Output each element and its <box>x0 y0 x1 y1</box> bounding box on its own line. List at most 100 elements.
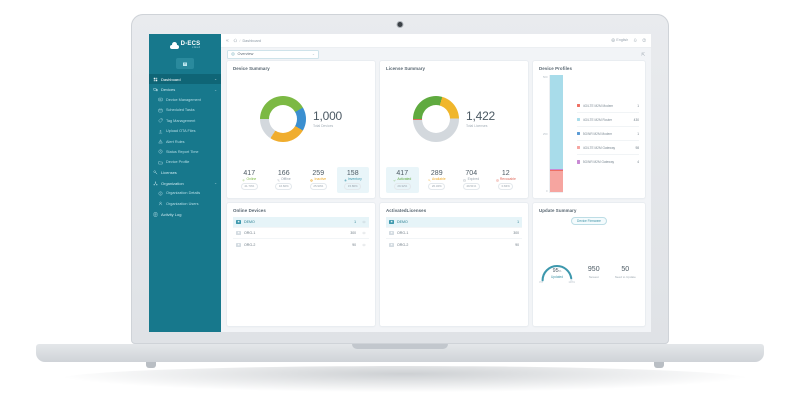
list-item[interactable]: ORG-1 300 <box>233 228 369 239</box>
sidebar-item-status-report-time[interactable]: Status Report Time <box>149 147 221 157</box>
laptop-lid: D-ECS cloud Dashboard ⌄ Devices ⌄ Device Man… <box>131 14 669 344</box>
log-icon <box>153 212 158 217</box>
user-avatar-icon <box>642 38 646 43</box>
sidebar-item-dashboard[interactable]: Dashboard ⌄ <box>149 74 221 85</box>
sidebar-item-upload-ota-files[interactable]: Upload OTA Files <box>149 126 221 136</box>
license-summary-card: License Summary 1,422 Total Licenses 417… <box>380 61 528 198</box>
account-button[interactable] <box>642 38 646 43</box>
brand-name: D-ECS <box>180 41 201 48</box>
stat-offline[interactable]: 166 Offline 16.60% <box>268 167 301 193</box>
brand-logo[interactable]: D-ECS cloud <box>149 37 221 54</box>
org-switcher-button[interactable] <box>176 58 194 69</box>
sidebar-item-organization[interactable]: Organization ⌄ <box>149 178 221 188</box>
sidebar-item-organization-users[interactable]: Organization Users <box>149 199 221 209</box>
sidebar-item-device-profile[interactable]: Device Profile <box>149 157 221 167</box>
org-icon <box>236 220 241 224</box>
legend-item[interactable]: 4G/LTE M2M Modem 1 <box>577 99 639 113</box>
donut-ring <box>412 96 459 143</box>
dashboard-grid: Device Summary 1,000 Total Devices 417 On… <box>221 61 651 332</box>
sidebar-item-scheduled-tasks[interactable]: Scheduled Tasks <box>149 105 221 115</box>
stat-value: 417 <box>243 169 256 177</box>
sidebar-item-label: Tag Management <box>166 118 196 123</box>
org-icon <box>236 242 241 247</box>
calendar-icon <box>158 108 163 113</box>
list-item[interactable]: DEMO 1 <box>386 217 522 228</box>
device-card-icon <box>158 97 163 102</box>
legend-value: 4 <box>637 160 639 164</box>
fullscreen-button[interactable]: ⇱ <box>641 51 645 57</box>
home-icon[interactable] <box>232 38 238 43</box>
list-item-label: ORG-2 <box>397 242 409 247</box>
stat-expired[interactable]: 704 Expired 49.51% <box>455 167 488 193</box>
sidebar-item-label: Organization Details <box>166 191 201 196</box>
bar-segment[interactable] <box>550 169 563 171</box>
view-selector[interactable]: Overview ⌄ <box>227 50 319 59</box>
sidebar-item-label: Alert Rules <box>166 139 185 144</box>
sidebar-item-organization-details[interactable]: Organization Details <box>149 188 221 198</box>
sidebar-item-devices[interactable]: Devices ⌄ <box>149 84 221 94</box>
legend-item[interactable]: 5G/NR M2M Gateway 4 <box>577 155 639 169</box>
list-item[interactable]: ORG-2 90 <box>233 239 369 250</box>
breadcrumb-separator: / <box>239 38 241 43</box>
stat-activated[interactable]: 417 Activated 29.32% <box>386 167 419 193</box>
profiles-bar-chart: 500 250 0 <box>539 75 573 193</box>
org-icon <box>236 231 241 235</box>
legend-swatch <box>577 160 581 164</box>
update-metrics: 950 Newest 50 Need to Update <box>580 266 639 284</box>
inventory-icon <box>344 179 347 182</box>
notification-button[interactable] <box>633 38 637 43</box>
stat-revocable[interactable]: 12 Revocable 0.84% <box>490 167 523 193</box>
list-item[interactable]: ORG-1 300 <box>386 228 522 239</box>
list-item-label: DEMO <box>397 220 408 224</box>
firmware-filter-pill[interactable]: Device Firmware <box>571 217 607 226</box>
stat-key: Online <box>242 177 256 181</box>
legend-item[interactable]: 4G/LTE M2M Gateway 98 <box>577 141 639 155</box>
card-title: Update Summary <box>539 208 577 213</box>
chevron-down-icon: ⌄ <box>214 181 217 186</box>
list-item[interactable]: DEMO 1 <box>233 217 369 228</box>
legend-item[interactable]: 4G/LTE M2M Router 430 <box>577 113 639 127</box>
card-title: License Summary <box>386 66 426 71</box>
eye-icon[interactable] <box>362 231 366 235</box>
sidebar-item-label: Upload OTA Files <box>166 129 196 134</box>
bar-segment[interactable] <box>550 75 563 170</box>
upload-icon <box>158 129 163 134</box>
stat-online[interactable]: 417 Online 41.70% <box>233 167 266 193</box>
eye-icon[interactable] <box>362 243 366 247</box>
sidebar-item-label: Device Profile <box>166 160 190 165</box>
stat-inactive[interactable]: 259 Inactive 25.90% <box>302 167 335 193</box>
stat-key: Activated <box>393 177 411 181</box>
metric-caption: Need to Update <box>614 274 636 279</box>
online-devices-list: DEMO 1 ORG-1 300 ORG-2 90 <box>233 213 369 250</box>
key-icon <box>428 178 431 182</box>
legend-item[interactable]: 5G/NR M2M Modem 1 <box>577 127 639 141</box>
stat-value: 259 <box>312 169 325 177</box>
stat-available[interactable]: 289 Available 20.32% <box>421 167 454 193</box>
profiles-legend: 4G/LTE M2M Modem 1 4G/LTE M2M Router 430 5G/… <box>577 75 639 193</box>
sidebar-item-alert-rules[interactable]: Alert Rules <box>149 136 221 146</box>
sidebar-item-tag-management[interactable]: Tag Management <box>149 116 221 126</box>
topbar: « / Dashboard English <box>221 34 651 48</box>
legend-swatch <box>577 145 581 150</box>
org-icon <box>389 231 394 235</box>
stat-percent: 25.90% <box>309 183 327 190</box>
bell-icon <box>633 38 637 43</box>
eye-icon[interactable] <box>362 220 366 224</box>
stat-percent: 0.84% <box>498 183 514 190</box>
device-summary-card: Device Summary 1,000 Total Devices 417 On… <box>227 61 375 198</box>
collapse-sidebar-button[interactable]: « <box>226 37 229 44</box>
sidebar-item-device-management[interactable]: Device Management <box>149 95 221 105</box>
sidebar-item-licenses[interactable]: Licenses <box>149 168 221 178</box>
list-item-label: DEMO <box>244 220 255 224</box>
list-item-value: 90 <box>352 242 356 247</box>
stat-key: Inventory <box>344 177 362 182</box>
sidebar-item-activity-log[interactable]: Activity Log <box>149 209 221 219</box>
legend-label: 4G/LTE M2M Router <box>582 117 613 122</box>
card-title: Device Summary <box>233 66 270 71</box>
sidebar-item-label: Activity Log <box>161 211 182 217</box>
stat-inventory[interactable]: 158 Inventory 15.80% <box>336 167 369 193</box>
bar-segment[interactable] <box>550 170 563 192</box>
language-selector[interactable]: English <box>610 38 628 42</box>
list-item[interactable]: ORG-2 90 <box>386 239 522 250</box>
metric-caption: Newest <box>588 274 599 279</box>
